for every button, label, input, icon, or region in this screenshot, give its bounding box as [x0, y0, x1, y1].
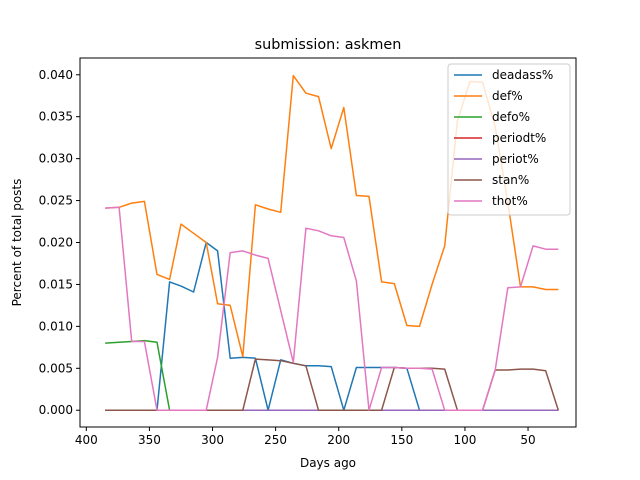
legend-label: periodt% — [492, 131, 546, 145]
x-tick-label: 300 — [201, 433, 224, 447]
legend: deadass% def% defo% periodt% periot% stan% tho… — [447, 63, 571, 216]
y-tick-label: 0.030 — [39, 152, 73, 166]
x-tick-label: 350 — [138, 433, 161, 447]
y-tick-label: 0.000 — [39, 403, 73, 417]
y-axis-label: Percent of total posts — [10, 179, 24, 307]
y-tick-label: 0.020 — [39, 236, 73, 250]
legend-label: thot% — [492, 194, 528, 208]
x-tick-label: 50 — [520, 433, 535, 447]
y-tick-label: 0.025 — [39, 194, 73, 208]
legend-label: deadass% — [492, 68, 553, 82]
x-axis: 400 350 300 250 200 150 100 50 — [75, 427, 536, 447]
x-tick-label: 250 — [264, 433, 287, 447]
x-tick-label: 200 — [327, 433, 350, 447]
series-line-thot — [105, 206, 559, 411]
y-axis: 0.000 0.005 0.010 0.015 0.020 0.025 0.030 0.035… — [39, 68, 80, 417]
y-tick-label: 0.010 — [39, 319, 73, 333]
x-tick-label: 150 — [390, 433, 413, 447]
y-tick-label: 0.005 — [39, 361, 73, 375]
x-tick-label: 400 — [75, 433, 98, 447]
legend-label: defo% — [492, 110, 530, 124]
plot-lines — [105, 74, 560, 411]
legend-label: def% — [492, 89, 523, 103]
x-tick-label: 100 — [453, 433, 476, 447]
y-tick-label: 0.035 — [39, 110, 73, 124]
legend-label: periot% — [492, 152, 539, 166]
y-tick-label: 0.015 — [39, 277, 73, 291]
x-axis-label: Days ago — [300, 456, 356, 470]
chart-title: submission: askmen — [255, 37, 402, 53]
legend-label: stan% — [492, 173, 529, 187]
legend-box — [447, 63, 571, 216]
y-tick-label: 0.040 — [39, 68, 73, 82]
series-line-defo — [105, 339, 559, 411]
